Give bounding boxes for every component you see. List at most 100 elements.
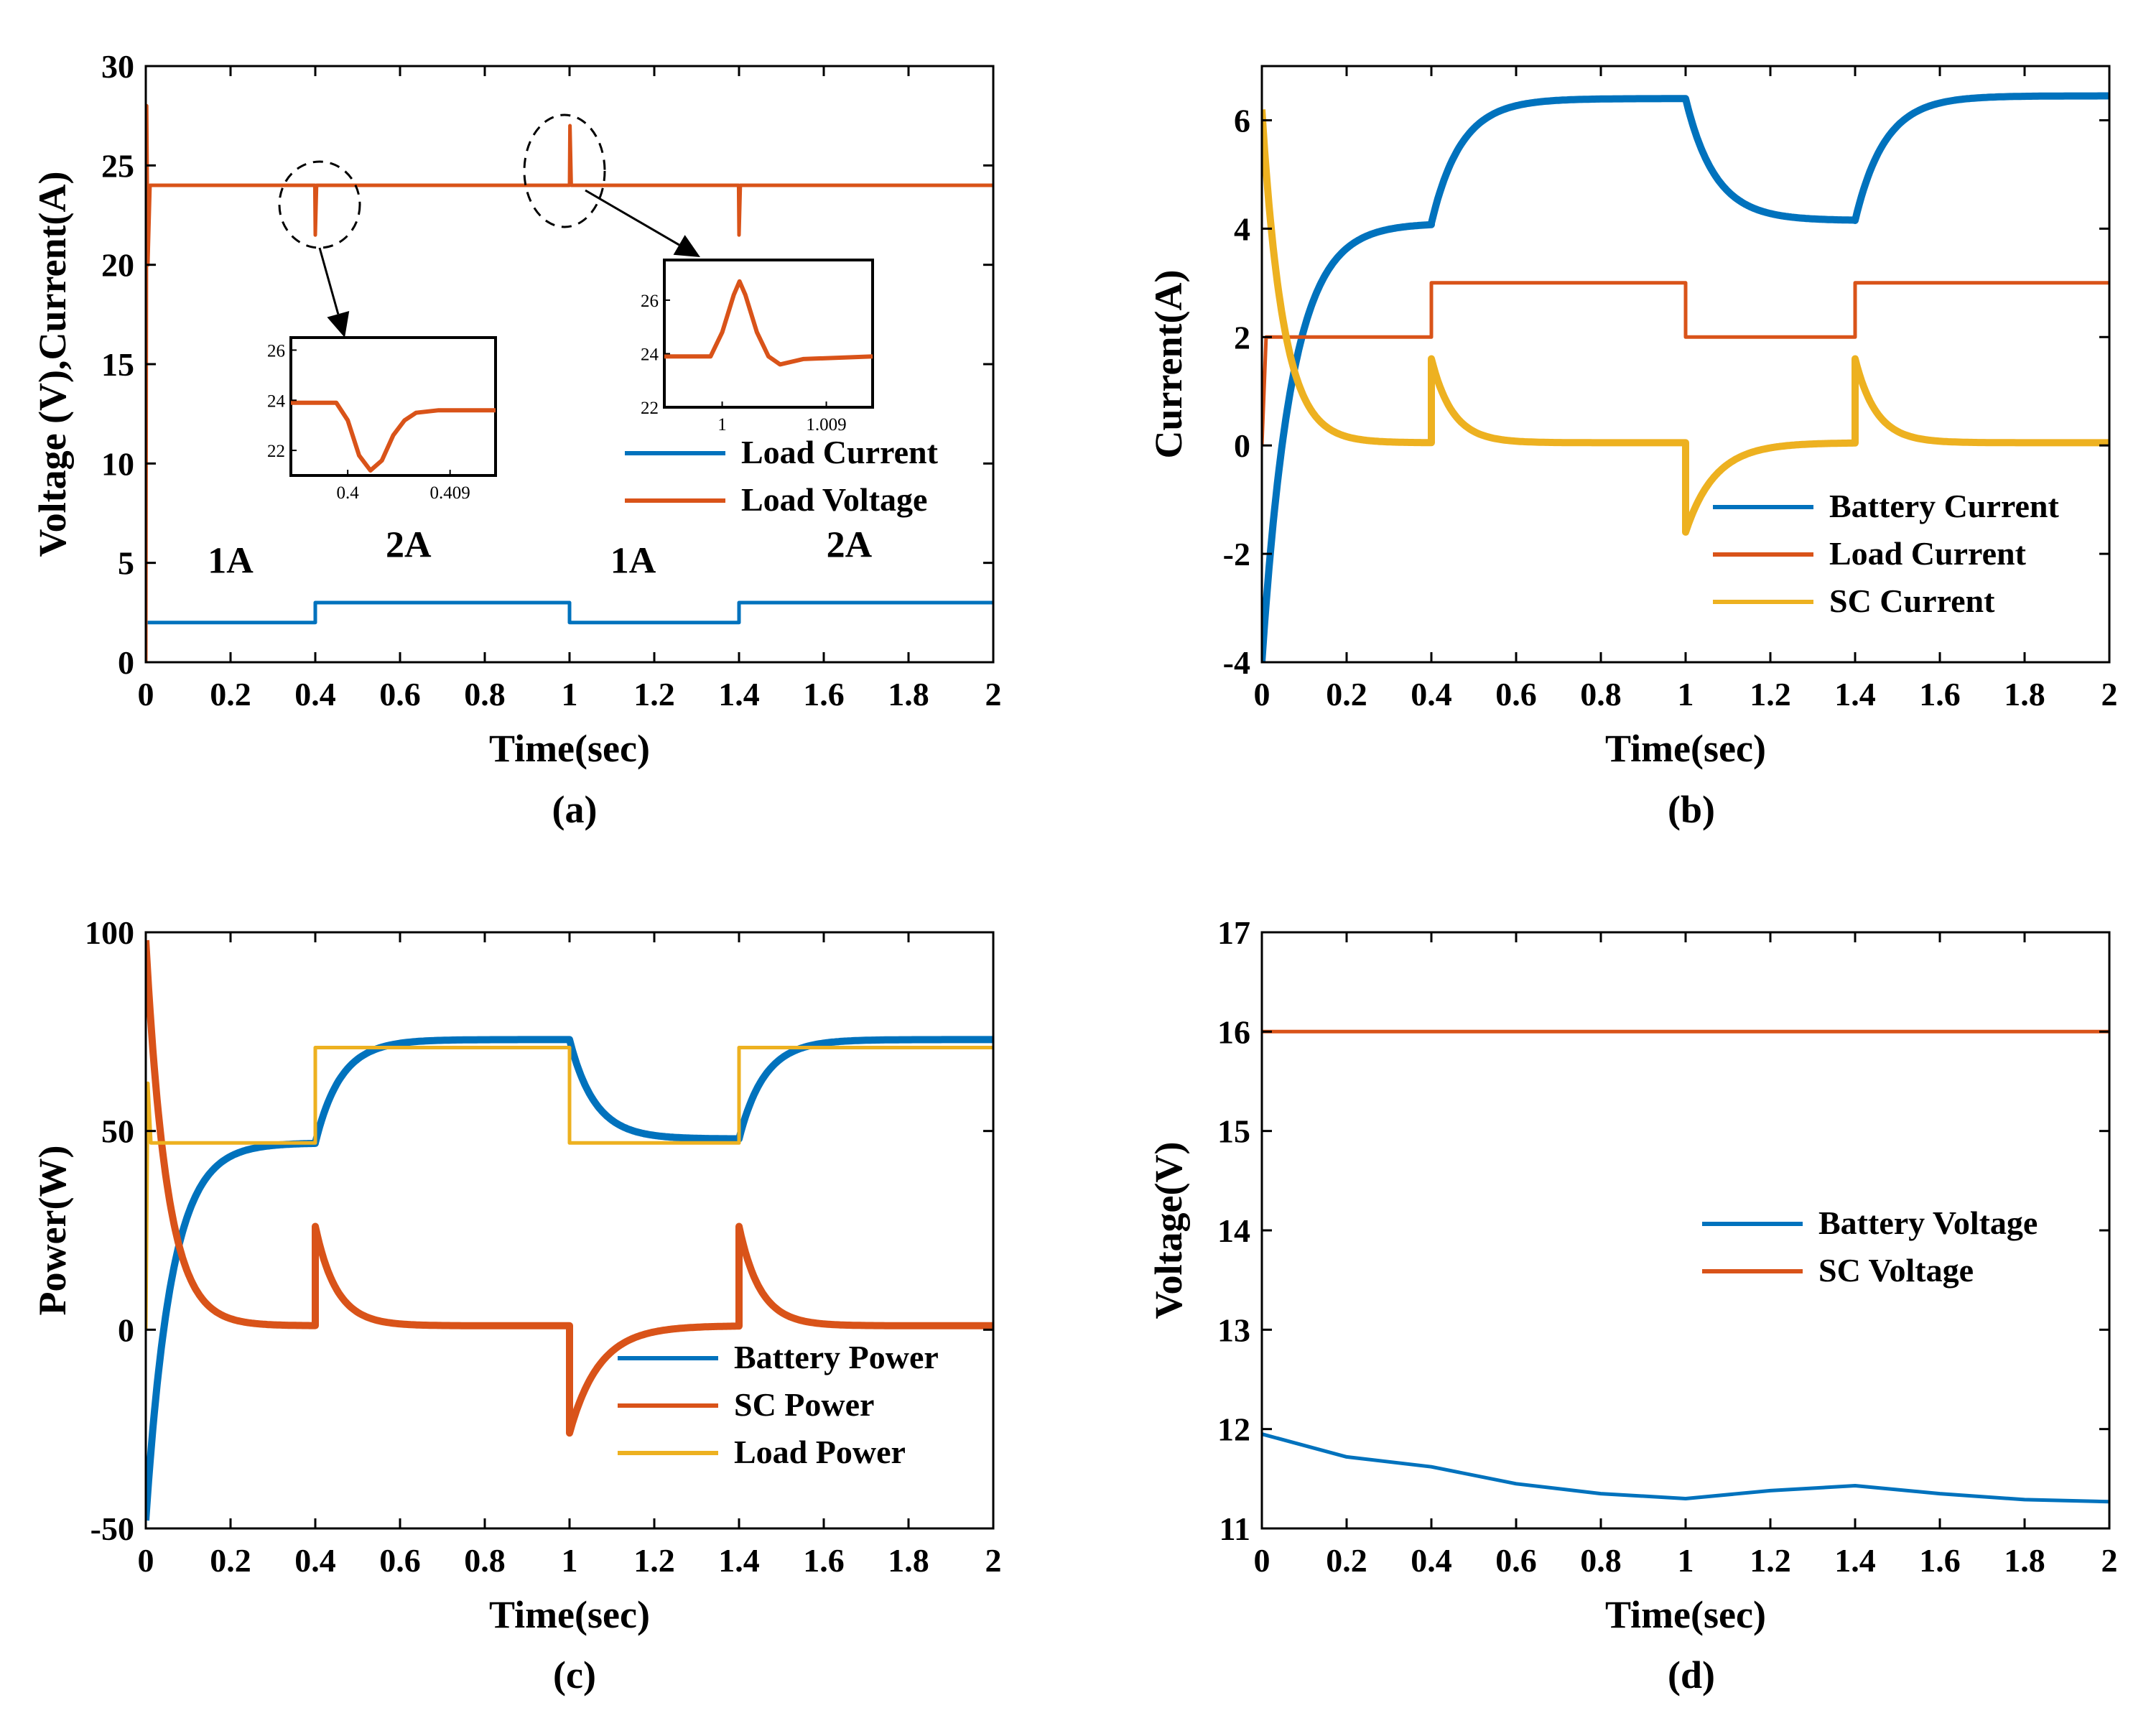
load-annotation: 1A [208,541,254,582]
x-tick-label: 1.4 [1834,1542,1876,1579]
series-line-battery-current [1262,92,2109,663]
zoom-inset-2: 1 1.009 22 24 26 [641,259,874,435]
x-tick-label: 2 [2101,676,2118,712]
y-tick-label: -4 [1223,644,1250,681]
x-tick-label: 0.4 [1411,1542,1452,1579]
x-tick-label: 0.8 [464,676,506,712]
x-tick-label: 1.8 [888,676,929,712]
x-tick-label: 2 [2101,1542,2118,1579]
x-tick-label: 1 [1678,1542,1694,1579]
y-tick-label: -50 [90,1510,134,1547]
x-tick-label: 0.4 [1411,676,1452,712]
x-tick-label: 2 [985,1542,1002,1579]
series-line-sc-current [1262,109,2109,536]
x-tick-label: 0.8 [464,1542,506,1579]
inset-x-tick-label: 1 [717,415,727,435]
legend-entry: Load Voltage [741,481,927,518]
y-tick-label: 50 [101,1113,134,1150]
x-tick-label: 0.6 [379,1542,421,1579]
legend-entry: SC Current [1829,582,1995,619]
x-tick-label: 1 [562,1542,578,1579]
x-tick-label: 0.6 [1495,676,1537,712]
x-tick-label: 1.4 [1834,676,1876,712]
x-tick-label: 0.2 [1326,676,1367,712]
y-tick-label: 10 [101,445,134,482]
panel-d: 0 0.2 0.4 0.6 0.8 1 1.2 1.4 1.6 1.8 2 11 12 13 14 15 16 1… [1147,914,2118,1696]
inset-y-tick-label: 22 [641,399,659,418]
inset-y-tick-label: 22 [267,442,285,461]
series-group [146,103,993,663]
legend-entry: Battery Current [1829,488,2059,524]
x-tick-label: 1 [562,676,578,712]
x-tick-label: 0 [1254,676,1270,712]
x-axis-label: Time(sec) [489,727,650,770]
x-tick-label: 0.4 [294,1542,336,1579]
series-line-sc-power [146,939,993,1437]
y-tick-label: 30 [101,48,134,85]
inset-frame [663,259,874,409]
zoom-arrow-head [327,310,350,338]
zoom-marker-ellipse [523,113,606,228]
y-tick-label: 5 [118,545,134,582]
series-line-load-power [146,1046,993,1330]
y-tick-label: -2 [1223,536,1250,572]
y-axis-label: Current(A) [1147,270,1190,459]
x-tick-label: 1.8 [888,1542,929,1579]
x-tick-label: 1.6 [803,676,845,712]
x-tick-label: 1.8 [2004,1542,2045,1579]
inset-x-tick-label: 0.409 [430,483,470,503]
y-tick-label: 100 [85,914,134,951]
legend-entry: Load Power [734,1434,906,1470]
legend-entry: SC Power [734,1386,874,1423]
series-line-battery-power [146,1036,993,1521]
y-tick-label: 0 [118,1312,134,1348]
x-tick-label: 0.6 [1495,1542,1537,1579]
y-tick-label: 11 [1219,1510,1250,1547]
legend-entry: SC Voltage [1818,1252,1974,1289]
inset-y-tick-label: 24 [267,391,286,411]
zoom-marker-ellipse [278,160,361,249]
series-line-load-voltage [146,103,993,663]
x-tick-label: 0.6 [379,676,421,712]
x-tick-label: 1 [1678,676,1694,712]
legend-entry: Battery Voltage [1818,1204,2038,1241]
series-line-load-current [146,600,993,625]
x-axis-label: Time(sec) [1605,1593,1766,1636]
x-tick-label: 0 [1254,1542,1270,1579]
x-axis-label: Time(sec) [1605,727,1766,770]
x-tick-label: 0.2 [210,1542,251,1579]
inset-voltage-line [291,400,496,473]
panel-caption: (c) [553,1653,596,1696]
legend-entry: Battery Power [734,1339,939,1375]
series-line-load-current [1262,281,2109,446]
y-tick-label: 0 [1234,427,1250,464]
x-tick-label: 1.4 [718,676,760,712]
y-tick-label: 0 [118,644,134,681]
y-tick-label: 15 [101,346,134,383]
y-tick-label: 2 [1234,319,1250,356]
panel-b: 0 0.2 0.4 0.6 0.8 1 1.2 1.4 1.6 1.8 2 -4 -2 0 2 4 6 Time(… [1147,65,2118,831]
y-tick-label: 12 [1217,1411,1250,1448]
panel-caption: (b) [1668,788,1715,831]
inset-y-tick-label: 26 [641,292,659,311]
zoom-arrow [585,189,680,246]
inset-voltage-line [664,279,873,367]
legend-entry: Load Current [1829,535,2027,572]
x-axis-label: Time(sec) [489,1593,650,1636]
x-tick-label: 0.2 [210,676,251,712]
series-group [1262,1029,2109,1504]
y-tick-label: 15 [1217,1113,1250,1150]
series-group [1262,92,2109,663]
x-tick-label: 0.4 [294,676,336,712]
inset-y-tick-label: 24 [641,345,659,364]
x-tick-label: 0.8 [1580,1542,1622,1579]
panel-caption: (d) [1668,1653,1715,1696]
load-annotation: 2A [827,524,873,565]
x-tick-label: 0.8 [1580,676,1622,712]
inset-frame [289,336,497,477]
x-tick-label: 1.2 [633,676,675,712]
x-tick-label: 1.4 [718,1542,760,1579]
inset-y-tick-label: 26 [267,341,285,361]
panel-a: 0 0.2 0.4 0.6 0.8 1 1.2 1.4 1.6 1.8 2051015202530T… [31,48,1002,831]
x-tick-label: 1.6 [803,1542,845,1579]
